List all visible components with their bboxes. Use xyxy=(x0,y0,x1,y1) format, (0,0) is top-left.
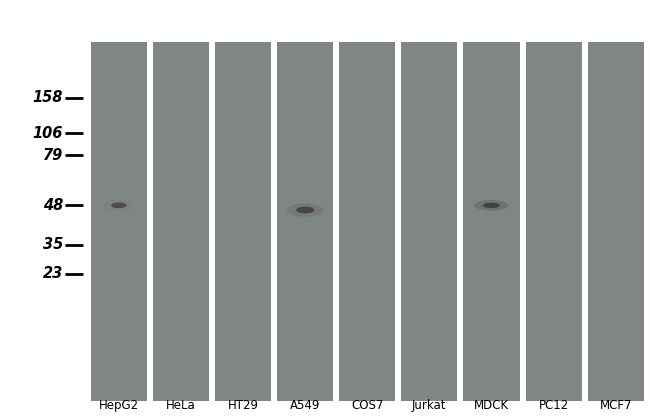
Text: 48: 48 xyxy=(43,198,63,213)
Text: MCF7: MCF7 xyxy=(599,399,632,412)
Text: Jurkat: Jurkat xyxy=(412,399,447,412)
Text: COS7: COS7 xyxy=(351,399,383,412)
Bar xyxy=(215,42,271,401)
Bar xyxy=(91,42,147,401)
Bar xyxy=(588,42,644,401)
Text: 79: 79 xyxy=(43,148,63,163)
Ellipse shape xyxy=(111,202,127,208)
Ellipse shape xyxy=(296,206,314,214)
Bar xyxy=(463,42,519,401)
Ellipse shape xyxy=(483,203,500,208)
Text: MDCK: MDCK xyxy=(474,399,509,412)
Bar xyxy=(526,42,582,401)
Text: 158: 158 xyxy=(32,90,63,105)
Ellipse shape xyxy=(287,203,324,217)
Text: HepG2: HepG2 xyxy=(99,399,139,412)
Text: 23: 23 xyxy=(43,266,63,281)
Text: 106: 106 xyxy=(32,126,63,141)
Bar xyxy=(153,42,209,401)
Text: A549: A549 xyxy=(290,399,320,412)
Text: HeLa: HeLa xyxy=(166,399,196,412)
Bar xyxy=(277,42,333,401)
Bar xyxy=(401,42,458,401)
Text: 35: 35 xyxy=(43,237,63,252)
Ellipse shape xyxy=(103,200,135,211)
Text: PC12: PC12 xyxy=(538,399,569,412)
Ellipse shape xyxy=(474,200,508,211)
Bar xyxy=(339,42,395,401)
Text: HT29: HT29 xyxy=(227,399,259,412)
